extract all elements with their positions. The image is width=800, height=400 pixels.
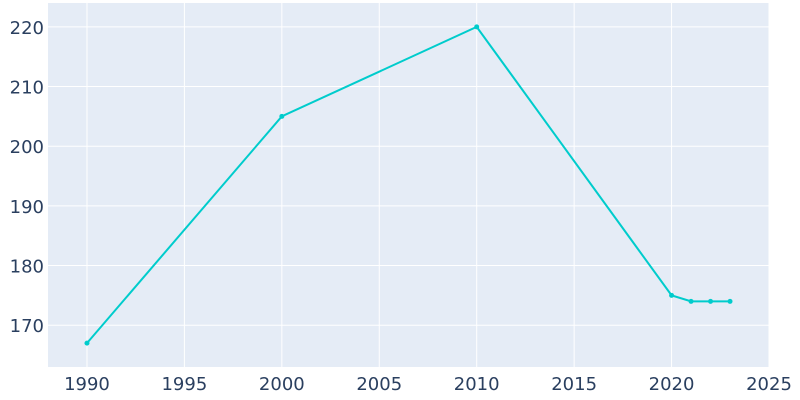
data-point [84, 340, 90, 346]
x-tick-label: 1995 [161, 374, 207, 395]
y-tick-label: 190 [10, 197, 44, 218]
data-point [727, 298, 733, 304]
data-point [669, 292, 675, 298]
data-point [708, 298, 714, 304]
data-point [688, 298, 694, 304]
data-point [279, 113, 285, 119]
y-tick-label: 200 [10, 137, 44, 158]
x-tick-label: 1990 [64, 374, 110, 395]
y-axis-tick-labels: 170 180 190 200 210 220 [10, 18, 44, 337]
series-group [84, 24, 733, 346]
x-tick-label: 2020 [649, 374, 695, 395]
x-tick-label: 2005 [356, 374, 402, 395]
x-tick-label: 2010 [454, 374, 500, 395]
data-point [474, 24, 480, 30]
y-tick-label: 210 [10, 78, 44, 99]
x-tick-label: 2025 [746, 374, 792, 395]
x-gridlines [86, 3, 770, 367]
plot-area [48, 3, 769, 367]
x-tick-label: 2000 [259, 374, 305, 395]
y-tick-label: 220 [10, 18, 44, 39]
y-tick-label: 180 [10, 257, 44, 278]
y-tick-label: 170 [10, 316, 44, 337]
x-axis-tick-labels: 1990 1995 2000 2005 2010 2015 2020 2025 [64, 374, 792, 395]
x-tick-label: 2015 [551, 374, 597, 395]
